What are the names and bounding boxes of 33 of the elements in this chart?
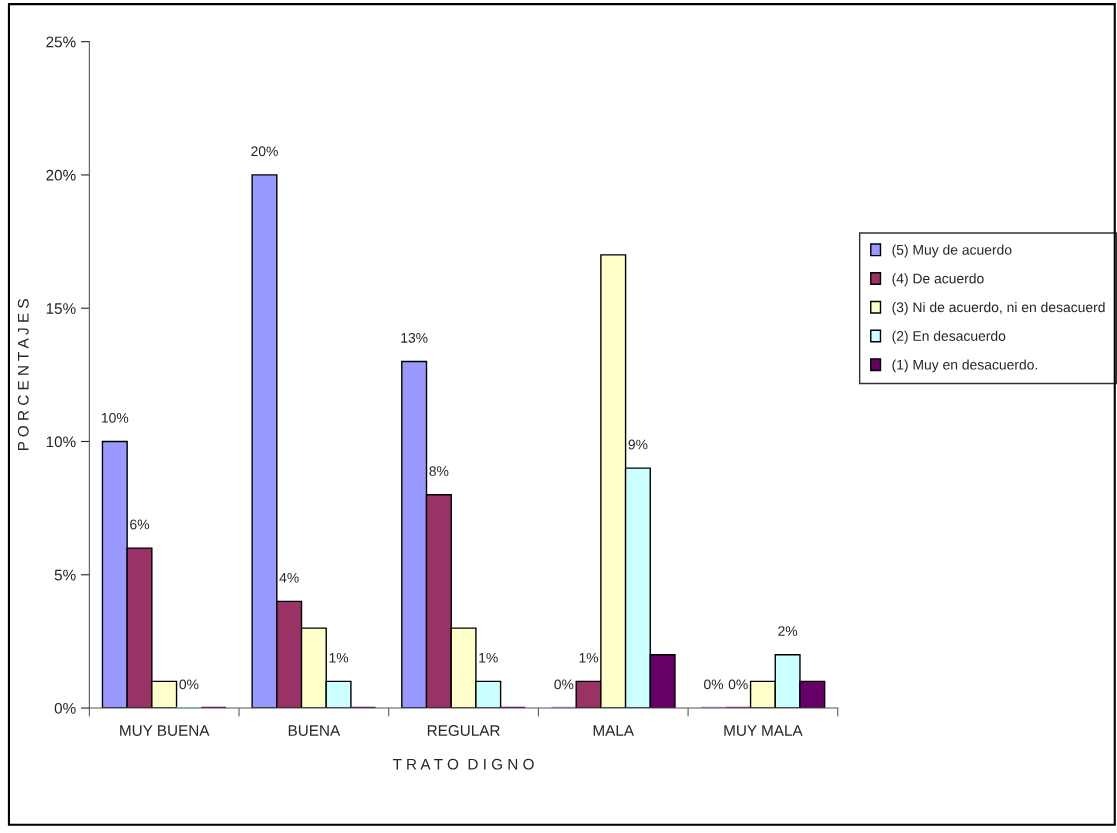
data-label: 20%: [251, 146, 278, 157]
data-label: 4%: [279, 572, 299, 583]
legend-label: (5) Muy de acuerdo: [892, 244, 1012, 258]
data-label: 0%: [554, 679, 574, 690]
x-tick-label: MALA: [593, 725, 634, 736]
data-label: 13%: [401, 332, 428, 343]
y-tick-label: 20%: [46, 169, 76, 181]
data-label: 0%: [704, 679, 724, 690]
legend-label: (3) Ni de acuerdo, ni en desacuerd: [892, 301, 1105, 315]
data-label: 0%: [728, 679, 748, 690]
legend-label: (2) En desacuerdo: [892, 330, 1006, 344]
data-label: 1%: [329, 652, 349, 663]
legend-label: (1) Muy en desacuerdo.: [892, 359, 1038, 373]
x-axis-title: T R A T O D I G N O: [392, 758, 534, 770]
y-axis-title: P O R C E N T A J E S: [17, 299, 29, 451]
y-tick-label: 15%: [46, 303, 76, 314]
data-label: 6%: [130, 519, 150, 530]
x-tick-label: REGULAR: [427, 725, 500, 736]
y-tick-label: 25%: [46, 36, 76, 48]
data-label: 10%: [101, 412, 129, 423]
x-tick-label: MUY BUENA: [120, 725, 210, 736]
data-label: 9%: [628, 439, 648, 450]
data-label: 8%: [429, 466, 449, 477]
x-tick-label: MUY MALA: [724, 725, 803, 736]
x-tick-label: BUENA: [288, 725, 341, 736]
y-tick-label: 0%: [54, 702, 76, 714]
data-label: 1%: [479, 652, 498, 663]
legend-label: (4) De acuerdo: [892, 273, 984, 287]
data-label: 2%: [778, 626, 798, 636]
y-tick-label: 10%: [46, 436, 76, 448]
data-label: 0%: [179, 679, 199, 690]
data-label: 1%: [579, 652, 599, 663]
y-tick-label: 5%: [54, 569, 76, 581]
